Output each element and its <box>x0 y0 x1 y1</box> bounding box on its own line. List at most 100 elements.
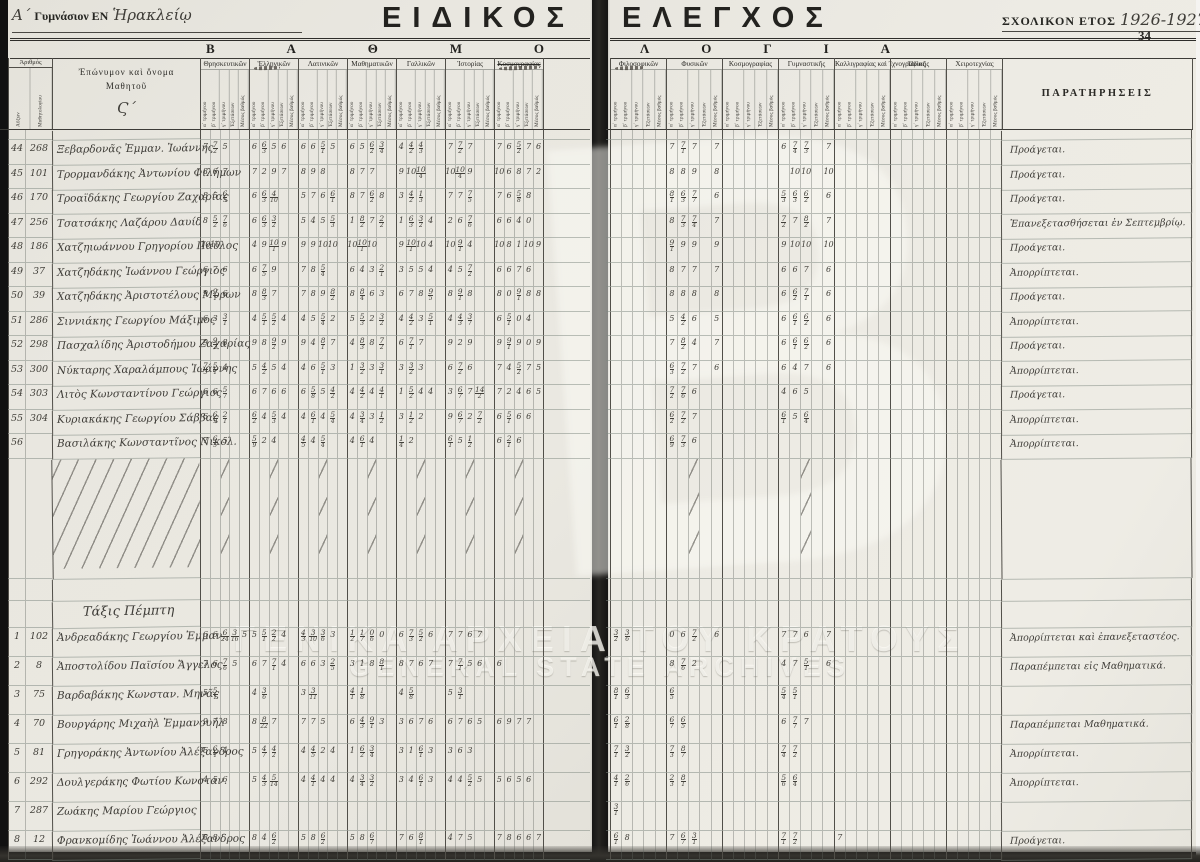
left-page-filler <box>542 772 590 802</box>
grade-cell: 10 4 <box>415 164 426 189</box>
grade-cell: 7 <box>464 385 475 410</box>
grade-cell <box>621 213 633 238</box>
left-page-filler <box>542 578 590 601</box>
grade-cell: 4 <box>346 336 357 361</box>
left-page-filler <box>542 656 590 686</box>
grade-cell <box>609 189 622 214</box>
grade-cell <box>229 336 240 361</box>
grade-cell <box>844 189 857 214</box>
subcol-label: β΄ τριμήνου <box>789 70 801 129</box>
grade-cell: 7 <box>395 830 406 860</box>
left-margin <box>0 579 8 601</box>
grade-cell: 9 <box>688 164 700 189</box>
grade-cell <box>844 685 857 715</box>
subject-label-text: Θρησκευτικῶν <box>203 60 247 68</box>
row-number-cell: 49 <box>8 262 25 287</box>
grade-cell <box>621 458 633 579</box>
left-margin <box>0 312 8 337</box>
grade-cell <box>744 385 756 410</box>
subcol-label: γ΄ τριμήνου <box>464 70 475 129</box>
grade-cell: 7 <box>200 434 210 459</box>
lower-section-title-row: Τάξις Πέμπτη <box>0 599 1200 629</box>
student-row: 4 70 Βουργάρης Μιχαὴλ Ἐμμανουήλ 9 7 8 8 8 22 7 7 7 5… <box>0 713 1200 745</box>
grade-cell <box>956 434 968 459</box>
grade-cell <box>979 578 991 601</box>
band-letter: Α <box>286 41 296 56</box>
grade-cell: 6 <box>822 287 834 312</box>
grade-cell <box>911 458 924 579</box>
grade-cell <box>632 458 644 579</box>
register-number-cell: 8 <box>25 656 52 686</box>
grade-cell <box>967 164 980 189</box>
grade-cell <box>934 360 946 385</box>
grade-cell <box>967 743 980 773</box>
grade-cell <box>327 685 338 715</box>
subcol-label: Ἐξετάσεων <box>229 70 240 129</box>
grade-fraction-denominator: 7 <box>467 319 473 327</box>
grade-cell: 6 <box>777 262 789 287</box>
grade-cell <box>376 458 387 579</box>
grade-cell: 7 <box>523 714 534 744</box>
grade-cell: 9 <box>513 336 524 361</box>
grade-cell <box>337 685 347 715</box>
grade-cell <box>366 578 377 601</box>
grade-cell <box>844 130 857 140</box>
grade-fraction-denominator: 2 <box>212 148 218 156</box>
grade-cell <box>632 287 644 312</box>
right-edge <box>1192 434 1193 459</box>
grade-fraction-denominator: 1 <box>669 246 675 254</box>
grade-cell <box>833 311 845 336</box>
gutter-spacer <box>590 140 606 165</box>
grade-cell: 10 1 <box>356 238 367 263</box>
subject-header: Καλλιγραφίας καὶ Ἰχνογραφίας α΄ τριμήνου β… <box>834 58 925 130</box>
grade-cell <box>288 600 298 628</box>
grade-cell: 4 <box>454 772 465 802</box>
grade-cell <box>268 458 279 579</box>
grade-cell: 7 <box>405 656 416 686</box>
grade-cell: 5 <box>317 385 328 410</box>
grade-cell: 7 <box>800 360 812 385</box>
grade-cell: 7 <box>493 385 504 410</box>
grade-cell <box>654 714 666 744</box>
grade-cell: 6 <box>503 164 514 189</box>
grade-cell: 5 <box>297 189 308 214</box>
grade-cell: 3 <box>395 714 406 744</box>
grade-cell: 9 <box>278 238 289 263</box>
grade-cell: 6 <box>307 140 318 165</box>
grade-cell <box>856 287 868 312</box>
grade-cell <box>844 385 857 410</box>
grade-cell <box>268 578 279 601</box>
grade-cell: 4 <box>444 772 455 802</box>
grade-cell <box>444 130 455 140</box>
grade-cell <box>811 409 823 434</box>
grade-cell: 6 <box>200 627 210 657</box>
grade-cell <box>239 189 249 214</box>
grade-cell: 1 <box>346 213 357 238</box>
grade-cell <box>833 434 845 459</box>
left-margin <box>0 287 8 312</box>
grade-cell: 10 <box>523 238 534 263</box>
grade-cell: 7 <box>209 262 220 287</box>
grade-cell: 7 <box>268 287 279 312</box>
grade-cell <box>278 714 289 744</box>
grade-cell <box>945 287 957 312</box>
grade-cell: 7 <box>710 336 722 361</box>
grade-fraction-denominator: 1 <box>271 664 277 672</box>
